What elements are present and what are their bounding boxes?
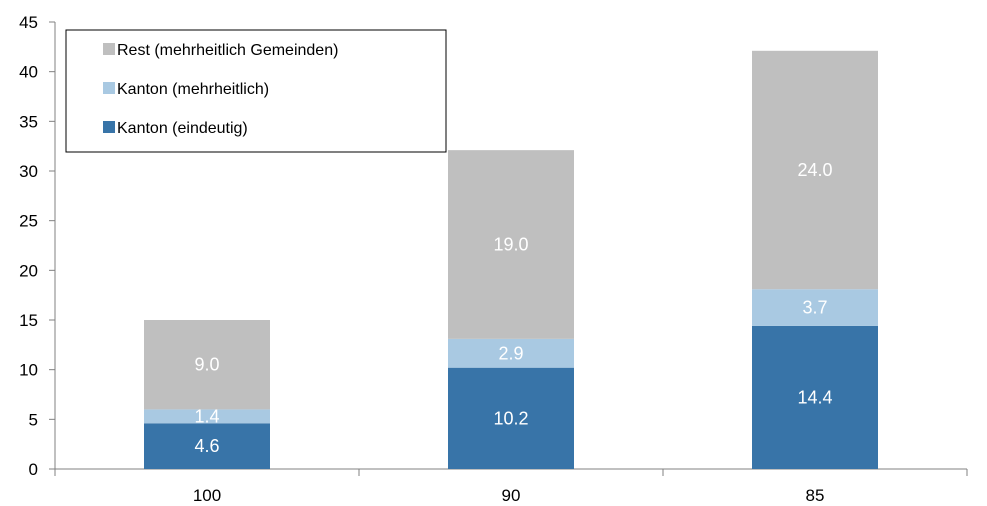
bar-segment [448, 150, 574, 339]
y-tick-label: 20 [19, 261, 38, 280]
legend-swatch [103, 82, 115, 94]
legend-box [65, 29, 447, 153]
y-tick-label: 0 [29, 460, 38, 479]
legend-label: Kanton (eindeutig) [117, 120, 248, 137]
data-label: 19.0 [493, 235, 528, 255]
bar-segment [752, 289, 878, 326]
data-label: 10.2 [493, 408, 528, 428]
legend-label: Kanton (mehrheitlich) [117, 81, 269, 98]
y-tick-label: 35 [19, 112, 38, 131]
data-label: 1.4 [194, 406, 219, 426]
y-tick-label: 30 [19, 162, 38, 181]
y-tick-label: 25 [19, 212, 38, 231]
x-tick-label: 90 [502, 486, 521, 505]
data-label: 2.9 [498, 343, 523, 363]
y-tick-label: 10 [19, 361, 38, 380]
y-tick-label: 45 [19, 13, 38, 32]
data-label: 3.7 [802, 298, 827, 318]
data-label: 9.0 [194, 355, 219, 375]
bar-segment [752, 325, 878, 469]
bar-segment [144, 320, 270, 410]
data-label: 24.0 [797, 160, 832, 180]
legend-swatch [103, 43, 115, 55]
bar-segment [448, 338, 574, 368]
x-tick-label: 100 [193, 486, 221, 505]
y-tick-label: 40 [19, 63, 38, 82]
bar-segment [144, 409, 270, 424]
legend-label: Rest (mehrheitlich Gemeinden) [117, 42, 338, 59]
bar-segment [144, 423, 270, 469]
y-tick-label: 15 [19, 311, 38, 330]
legend-swatch [103, 121, 115, 133]
legend: Rest (mehrheitlich Gemeinden) Kanton (meh… [65, 29, 447, 153]
y-tick-label: 5 [29, 410, 38, 429]
bar-segment [752, 50, 878, 290]
data-label: 4.6 [194, 436, 219, 456]
data-label: 14.4 [797, 387, 832, 407]
x-tick-label: 85 [806, 486, 825, 505]
bar-segment [448, 367, 574, 469]
